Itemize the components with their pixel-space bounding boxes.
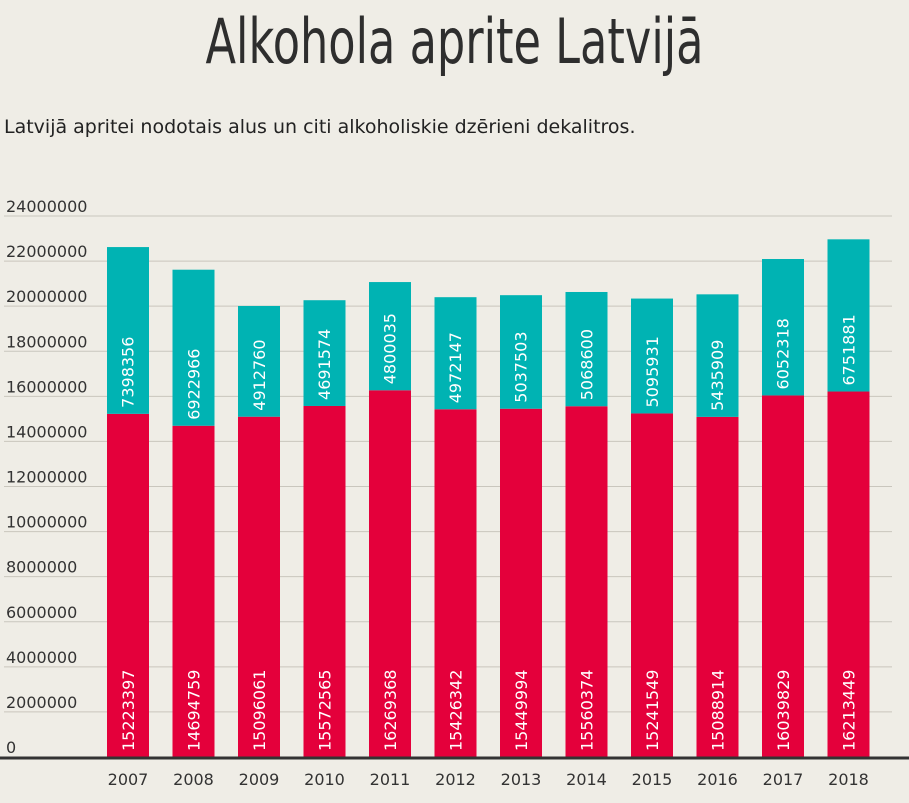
data-label-upper: 5068600 [577, 329, 596, 400]
data-label-lower: 15096061 [250, 670, 269, 751]
y-tick-label: 14000000 [6, 422, 87, 441]
y-tick-label: 22000000 [6, 242, 87, 261]
x-tick-label: 2015 [632, 770, 673, 789]
data-label-lower: 15241549 [643, 670, 662, 751]
y-tick-label: 16000000 [6, 377, 87, 396]
y-tick-label: 12000000 [6, 468, 87, 487]
x-tick-label: 2016 [697, 770, 738, 789]
data-label-upper: 5435909 [708, 340, 727, 411]
bar-lower-segment [172, 425, 215, 757]
bar-upper-segment [827, 239, 870, 392]
bar-lower-segment [107, 413, 149, 757]
bar-upper-segment [631, 298, 673, 414]
bar-upper-segment [107, 247, 149, 414]
data-label-lower: 15449994 [512, 670, 531, 751]
x-tick-label: 2008 [173, 770, 214, 789]
data-label-upper: 6751881 [839, 314, 858, 385]
y-tick-label: 18000000 [6, 332, 87, 351]
data-label-upper: 4800035 [381, 313, 400, 384]
bar-lower-segment [762, 395, 804, 757]
y-tick-label: 6000000 [6, 603, 77, 622]
data-label-lower: 15560374 [577, 670, 596, 751]
bar-lower-segment [434, 409, 477, 757]
bar-lower-segment [565, 406, 608, 757]
data-label-lower: 15088914 [708, 670, 727, 751]
y-tick-label: 20000000 [6, 287, 87, 306]
data-label-lower: 15223397 [119, 670, 138, 751]
y-tick-label: 10000000 [6, 513, 87, 532]
bar-upper-segment [172, 269, 215, 426]
x-tick-label: 2010 [304, 770, 345, 789]
data-label-lower: 14694759 [184, 670, 203, 751]
y-tick-label: 4000000 [6, 648, 77, 667]
y-tick-label: 24000000 [6, 197, 87, 216]
x-tick-label: 2012 [435, 770, 476, 789]
x-tick-label: 2018 [828, 770, 869, 789]
bar-upper-segment [565, 291, 608, 407]
bar-lower-segment [303, 405, 346, 757]
chart-subtitle: Latvijā apritei nodotais alus un citi al… [4, 116, 636, 138]
data-label-upper: 7398356 [119, 337, 138, 408]
x-tick-label: 2009 [239, 770, 280, 789]
data-label-upper: 5095931 [643, 336, 662, 407]
bar-upper-segment [762, 259, 804, 396]
chart-title: Alkohola aprite Latvijā [205, 5, 704, 78]
data-label-upper: 6052318 [774, 318, 793, 389]
bar-upper-segment [238, 305, 280, 417]
bar-upper-segment [696, 294, 739, 417]
bar-lower-segment [696, 416, 739, 757]
bar-upper-segment [369, 282, 411, 391]
x-tick-label: 2011 [370, 770, 411, 789]
data-label-upper: 4691574 [315, 329, 334, 400]
data-label-upper: 4912760 [250, 339, 269, 410]
data-label-upper: 5037503 [512, 331, 531, 402]
y-tick-label: 8000000 [6, 558, 77, 577]
data-label-lower: 16039829 [774, 670, 793, 751]
bar-upper-segment [434, 297, 477, 410]
bar-lower-segment [369, 390, 411, 757]
x-tick-label: 2014 [566, 770, 607, 789]
bar-lower-segment [238, 416, 280, 757]
x-tick-label: 2017 [763, 770, 804, 789]
bar-lower-segment [631, 413, 673, 757]
bar-upper-segment [303, 300, 346, 406]
bar-upper-segment [500, 295, 542, 409]
data-label-lower: 16269368 [381, 670, 400, 751]
bar-lower-segment [500, 408, 542, 757]
x-tick-label: 2007 [108, 770, 149, 789]
y-tick-label: 2000000 [6, 693, 77, 712]
data-label-lower: 15426342 [446, 670, 465, 751]
y-tick-label: 0 [6, 738, 16, 757]
bar-lower-segment [827, 391, 870, 757]
data-label-upper: 4972147 [446, 332, 465, 403]
data-label-upper: 6922966 [184, 348, 203, 419]
x-tick-label: 2013 [501, 770, 542, 789]
data-label-lower: 16213449 [839, 670, 858, 751]
data-label-lower: 15572565 [315, 670, 334, 751]
